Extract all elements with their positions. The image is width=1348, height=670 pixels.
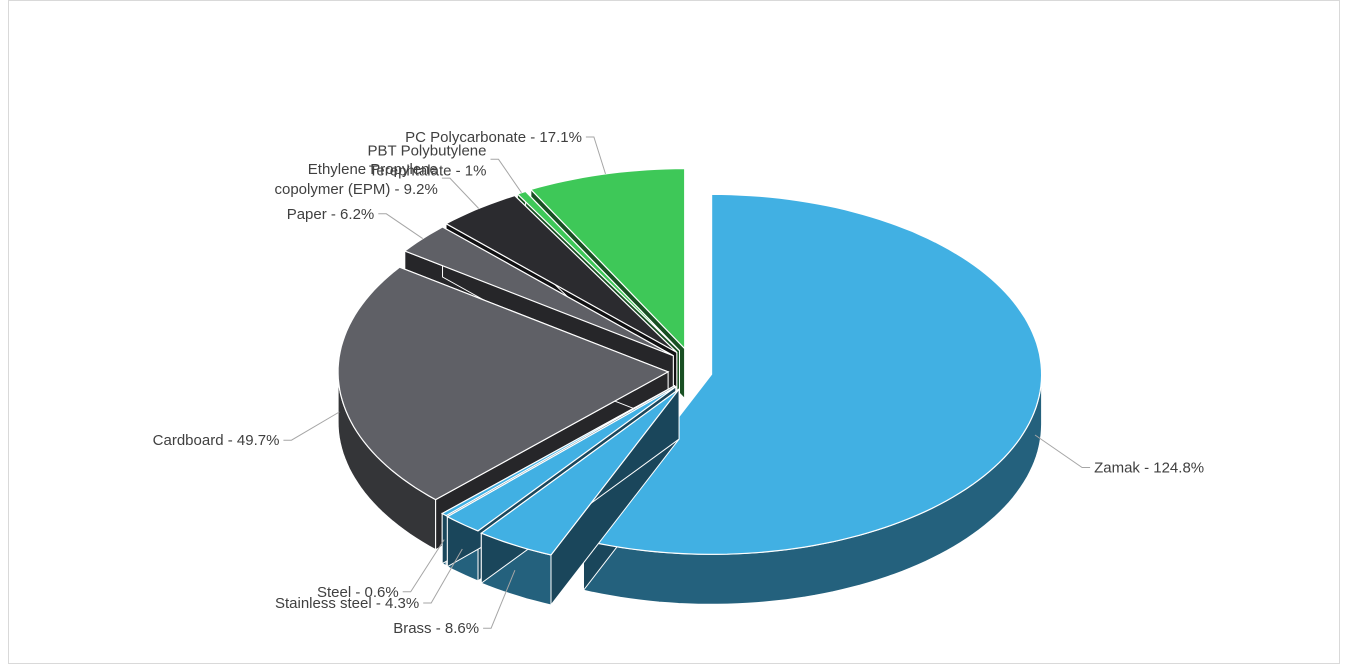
slice-top [582, 193, 1043, 555]
data-label: Cardboard - 49.7% [153, 432, 280, 449]
leader-line [483, 570, 516, 629]
data-label: Brass - 8.6% [393, 620, 479, 637]
label-line: Ethylene Propylene [308, 161, 438, 178]
data-label: PBT Polybutylene Terephtalate - 1% [368, 142, 487, 179]
data-label: PC Polycarbonate - 17.1% [405, 129, 582, 146]
leader-line [1034, 434, 1091, 468]
slice-top [446, 386, 677, 532]
data-label: Ethylene Propylene copolymer (EPM) - 9.2% [274, 161, 437, 198]
leader-line [441, 177, 480, 209]
slice-top [480, 388, 680, 556]
data-label: Zamak - 124.8% [1094, 460, 1204, 477]
slice-top [440, 385, 675, 517]
leader-line [402, 539, 445, 593]
slice [480, 387, 680, 607]
leader-line [423, 548, 463, 604]
leader-line [490, 158, 522, 193]
label-line: PBT Polybutylene [368, 142, 487, 159]
label-line: Terephtalate - 1% [369, 162, 487, 179]
slice-top [337, 266, 670, 501]
data-label: Paper - 6.2% [287, 206, 375, 223]
leader-line [585, 136, 606, 175]
label-line: copolymer (EPM) - 9.2% [274, 181, 437, 198]
leader-line [378, 213, 423, 240]
data-label: Stainless steel - 4.3% [275, 595, 419, 612]
data-label: Steel - 0.6% [317, 584, 399, 601]
leader-line [283, 411, 340, 441]
